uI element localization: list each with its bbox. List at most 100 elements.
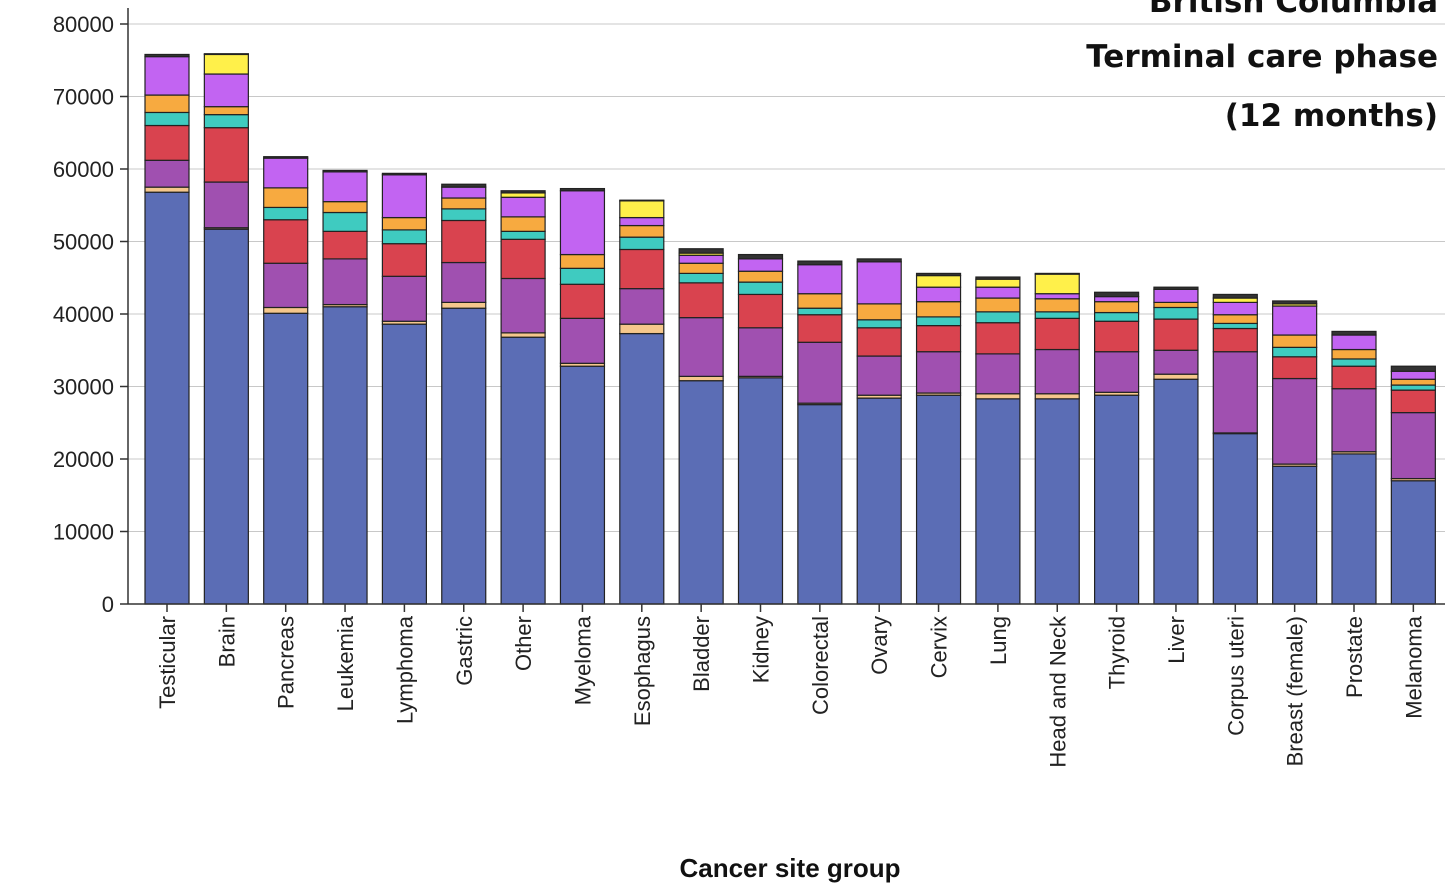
- bar-segment: [1331, 348, 1377, 360]
- bar-segment: [1153, 378, 1199, 605]
- bar-segment: [263, 206, 309, 221]
- bar-segment: [797, 260, 843, 266]
- bar-segment: [619, 323, 665, 335]
- bar-stack: [203, 53, 249, 605]
- bar-segment: [856, 319, 902, 329]
- x-tick-label: Myeloma: [570, 615, 595, 705]
- bar-segment: [619, 200, 665, 219]
- bar-stack: [441, 183, 487, 605]
- bar-segment: [322, 171, 368, 203]
- bar-stack: [381, 172, 427, 605]
- bar-segment: [381, 172, 427, 176]
- bar-segment: [619, 236, 665, 251]
- bar-segment: [678, 380, 724, 605]
- y-tick-label: 70000: [53, 85, 114, 110]
- bar-segment: [915, 325, 962, 353]
- bar-segment: [1093, 291, 1140, 298]
- bar-segment: [1212, 293, 1258, 299]
- bar-segment: [263, 312, 309, 605]
- y-tick-label: 60000: [53, 157, 114, 182]
- bar-stack: [1153, 286, 1199, 605]
- title-line-3: (12 months): [1225, 98, 1438, 134]
- bar-segment: [975, 398, 1021, 605]
- bar-segment: [975, 286, 1021, 299]
- bar-segment: [559, 187, 606, 192]
- y-tick-label: 10000: [53, 520, 114, 545]
- bar-segment: [559, 365, 606, 605]
- bar-segment: [500, 336, 546, 605]
- bar-segment: [856, 327, 902, 357]
- y-tick-label: 30000: [53, 375, 114, 400]
- bar-segment: [1093, 394, 1140, 605]
- x-tick-label: Thyroid: [1105, 616, 1130, 689]
- bar-segment: [737, 253, 784, 260]
- bar-segment: [1153, 286, 1199, 290]
- bar-segment: [915, 316, 962, 327]
- bar-segment: [441, 261, 487, 303]
- bar-segment: [797, 341, 843, 404]
- bar-segment: [441, 307, 487, 605]
- bar-segment: [144, 159, 190, 188]
- bars: [144, 53, 1436, 605]
- bar-segment: [263, 157, 309, 189]
- y-tick-label: 50000: [53, 230, 114, 255]
- x-tick-label: Esophagus: [630, 616, 655, 726]
- bar-segment: [1331, 358, 1377, 367]
- bar-segment: [1212, 327, 1258, 353]
- bar-segment: [322, 211, 368, 232]
- bar-segment: [678, 262, 724, 274]
- bar-segment: [737, 377, 784, 605]
- x-tick-label: Bladder: [689, 616, 714, 692]
- bar-segment: [144, 53, 190, 58]
- bar-segment: [797, 307, 843, 316]
- bar-segment: [203, 53, 249, 75]
- bar-segment: [975, 278, 1021, 288]
- bar-segment: [1212, 297, 1258, 303]
- x-tick-label: Melanoma: [1401, 615, 1426, 718]
- bar-segment: [975, 353, 1021, 395]
- bar-segment: [1272, 377, 1318, 465]
- bar-segment: [500, 230, 546, 240]
- bar-segment: [322, 306, 368, 605]
- bar-segment: [1153, 349, 1199, 375]
- bar-segment: [441, 208, 487, 222]
- bar-segment: [441, 183, 487, 188]
- bar-segment: [203, 228, 249, 605]
- bar-segment: [263, 219, 309, 264]
- bar-segment: [915, 301, 962, 318]
- bar-stack: [797, 260, 843, 605]
- bar-segment: [1034, 317, 1080, 351]
- bar-segment: [381, 323, 427, 605]
- bar-segment: [678, 272, 724, 284]
- bar-segment: [500, 190, 546, 194]
- x-tick-label: Prostate: [1342, 616, 1367, 698]
- bar-stack: [263, 156, 309, 605]
- bar-segment: [619, 199, 665, 202]
- bar-segment: [975, 276, 1021, 280]
- bar-segment: [1272, 300, 1318, 305]
- bar-segment: [1331, 365, 1377, 390]
- bar-segment: [737, 327, 784, 377]
- bar-segment: [619, 216, 665, 227]
- bar-segment: [797, 293, 843, 309]
- bar-segment: [559, 317, 606, 364]
- bar-stack: [322, 169, 368, 605]
- bar-segment: [737, 293, 784, 329]
- bar-segment: [1331, 334, 1377, 351]
- bar-segment: [975, 322, 1021, 355]
- bar-segment: [144, 56, 190, 96]
- chart-title: British Columbia Terminal care phase (12…: [1086, 0, 1438, 134]
- bar-stack: [975, 276, 1021, 605]
- bar-segment: [1272, 346, 1318, 358]
- bar-segment: [975, 311, 1021, 324]
- bar-segment: [1034, 311, 1080, 319]
- bar-segment: [1331, 330, 1377, 336]
- bar-segment: [1034, 272, 1080, 275]
- bar-segment: [1034, 348, 1080, 395]
- bar-segment: [737, 270, 784, 283]
- bar-segment: [203, 114, 249, 129]
- bar-stack: [500, 190, 546, 605]
- bar-segment: [441, 186, 487, 199]
- bar-segment: [678, 248, 724, 254]
- bar-segment: [1093, 311, 1140, 322]
